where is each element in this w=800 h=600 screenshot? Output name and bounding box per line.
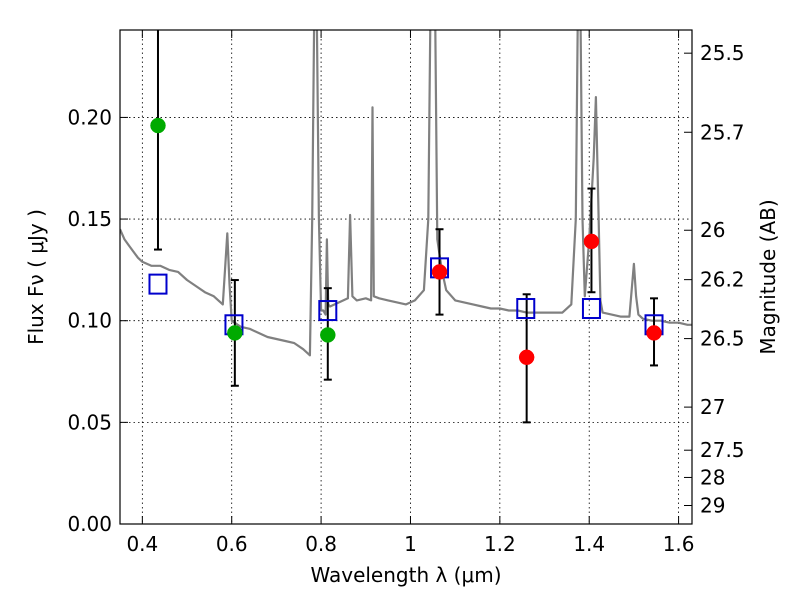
x-tick-label: 1.6: [663, 532, 695, 556]
green-data-point: [320, 327, 336, 343]
red-data-point: [431, 264, 448, 280]
right-tick-label: 28: [700, 465, 725, 489]
y-tick-label: 0.10: [67, 309, 112, 333]
plot-frame: [119, 29, 693, 525]
x-tick-label: 1.2: [484, 532, 516, 556]
x-tick-label: 0.8: [305, 532, 337, 556]
right-tick-label: 26.5: [700, 327, 745, 351]
model-flux-square: [148, 273, 168, 295]
right-tick-label: 27.5: [700, 438, 745, 462]
y-tick-label: 0.00: [67, 512, 112, 536]
right-tick-label: 26: [700, 218, 725, 242]
x-tick-label: 0.6: [216, 532, 248, 556]
marker-layer: [148, 117, 664, 366]
ticks: [120, 30, 692, 525]
right-axis-label: Magnitude (AB): [756, 199, 780, 354]
y-tick-label: 0.20: [67, 105, 112, 129]
x-axis-label: Wavelength λ (μm): [310, 563, 501, 587]
model-flux-square: [318, 300, 338, 322]
y-axis-label: Flux Fν ( μJy ): [24, 209, 48, 345]
red-data-point: [646, 325, 662, 341]
x-tick-label: 1.4: [573, 532, 605, 556]
green-data-point: [150, 117, 166, 134]
green-data-point: [227, 325, 243, 341]
red-data-point: [518, 349, 535, 366]
right-tick-label: 29: [700, 494, 725, 518]
x-tick-label: 0.4: [126, 532, 158, 556]
y-tick-label: 0.15: [67, 207, 112, 231]
right-tick-label: 25.7: [700, 120, 745, 144]
grid: [120, 30, 692, 524]
tick-labels: 0.4 0.6 0.8 1 1.2 1.4 1.6 0.00 0.05 0.10 0.15 0.20 2…: [67, 41, 744, 556]
right-tick-label: 27: [700, 395, 725, 419]
red-data-point: [583, 233, 600, 250]
model-flux-square: [581, 298, 601, 320]
right-tick-label: 26.2: [700, 268, 745, 292]
x-tick-label: 1: [404, 532, 417, 556]
y-tick-label: 0.05: [67, 410, 112, 434]
model-spectrum-line: [120, 30, 692, 357]
model-flux-square: [516, 298, 536, 320]
right-tick-label: 25.5: [700, 41, 745, 65]
model-spectrum-layer: [120, 30, 692, 357]
